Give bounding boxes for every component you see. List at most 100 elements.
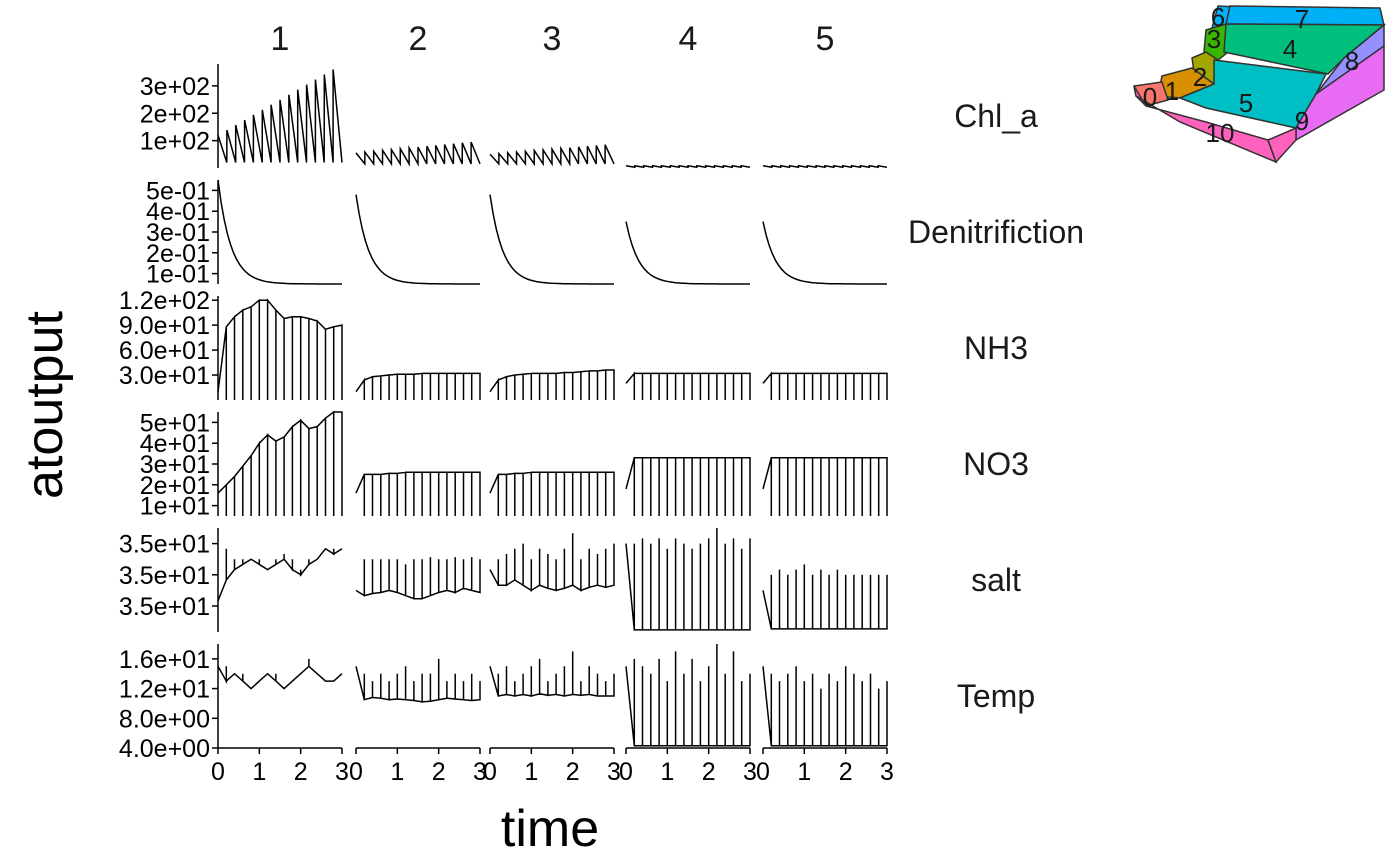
y-axis-title: atoutput — [16, 310, 74, 498]
series-line — [489, 533, 615, 592]
map-label-6: 6 — [1211, 2, 1225, 32]
series-line — [762, 221, 887, 285]
x-tick-label: 3 — [473, 758, 487, 786]
map-box-10-edge — [1267, 126, 1297, 164]
row-label-salt: salt — [971, 562, 1021, 598]
column-label-3: 3 — [543, 20, 562, 58]
y-tick-label: 1.2e+01 — [119, 676, 210, 704]
series-line — [625, 528, 751, 631]
y-tick-label: 6.0e+01 — [119, 337, 210, 365]
series-line — [217, 298, 343, 400]
panel-nh3-4 — [625, 371, 751, 400]
map-label-3: 3 — [1207, 24, 1221, 54]
x-tick-label: 3 — [607, 758, 621, 786]
series-line — [217, 658, 343, 690]
map-label-10: 10 — [1206, 118, 1235, 148]
y-tick-label: 1.2e+02 — [119, 287, 210, 315]
map-label-9: 9 — [1295, 106, 1309, 136]
series-line — [217, 69, 343, 163]
panel-denitrifiction-1 — [217, 179, 342, 285]
x-tick-label: 3 — [335, 758, 349, 786]
y-tick-label: 1e+01 — [140, 493, 210, 521]
map-label-5: 5 — [1239, 88, 1253, 118]
x-tick-label: 2 — [702, 758, 716, 786]
panel-denitrifiction-4 — [625, 221, 750, 285]
series-line — [355, 658, 481, 703]
series-line — [762, 371, 888, 400]
series-line — [625, 457, 751, 516]
panel-nh3-2 — [355, 372, 481, 400]
panel-chl_a-5 — [762, 164, 888, 169]
x-tick-label: 3 — [743, 758, 757, 786]
y-tick-label: 2e+02 — [140, 100, 210, 128]
map-labels: 0 1 23 45 6 7 8 9 10 — [1143, 2, 1359, 148]
column-label-2: 2 — [409, 20, 428, 58]
y-tick-label: 9.0e+01 — [119, 312, 210, 340]
y-tick-label: 3e+01 — [140, 451, 210, 479]
panel-temp-3 — [489, 651, 615, 697]
panel-temp-5 — [762, 666, 888, 747]
y-tick-label: 5e-01 — [146, 177, 210, 205]
column-strip-labels: 1 2 3 4 5 — [271, 20, 835, 58]
panel-temp-1 — [217, 658, 343, 690]
x-axes: 0 1 2 3 0 1 2 30 1 2 30 1 2 3 0 1 2 3 — [211, 747, 894, 786]
panel-no3-4 — [625, 457, 751, 516]
y-axis-temp: 4.0e+008.0e+001.2e+011.6e+01 — [119, 644, 219, 763]
panel-salt-5 — [762, 564, 888, 630]
map-box-5 — [1177, 59, 1328, 129]
y-tick-label: 3.5e+01 — [119, 531, 210, 559]
row-label-nh3: NH3 — [964, 330, 1028, 366]
panel-salt-4 — [625, 528, 751, 631]
panel-nh3-3 — [489, 369, 615, 400]
panel-chl_a-3 — [489, 144, 615, 167]
x-tick-label: 2 — [839, 758, 853, 786]
map-label-1: 1 — [1165, 76, 1179, 106]
panel-denitrifiction-5 — [762, 221, 887, 285]
x-tick-label: 1 — [797, 758, 811, 786]
x-tick-label: 1 — [660, 758, 674, 786]
panel-nh3-1 — [217, 298, 343, 400]
series-line — [217, 547, 343, 602]
y-tick-label: 3.5e+01 — [119, 593, 210, 621]
series-line — [762, 164, 888, 169]
x-tick-label: 0 — [619, 758, 633, 786]
column-label-1: 1 — [271, 20, 290, 58]
y-tick-label: 1e-01 — [146, 261, 210, 289]
row-label-denitrifiction: Denitrifiction — [908, 214, 1084, 250]
y-axis-nh3: 3.0e+016.0e+019.0e+011.2e+02 — [119, 287, 219, 400]
x-tick-label: 0 — [211, 758, 225, 786]
panel-denitrifiction-2 — [355, 194, 480, 285]
y-tick-label: 3.0e+01 — [119, 362, 210, 390]
panel-salt-1 — [217, 547, 343, 602]
series-line — [355, 141, 481, 167]
series-line — [489, 369, 615, 400]
panel-nh3-5 — [762, 371, 888, 400]
map-label-7: 7 — [1295, 4, 1309, 34]
x-tick-label: 0 — [483, 758, 497, 786]
x-axis-title: time — [501, 800, 599, 858]
panel-temp-2 — [355, 658, 481, 703]
x-tick-label: 3 — [880, 758, 894, 786]
panel-chl_a-1 — [217, 69, 343, 163]
series-line — [762, 666, 888, 747]
series-line — [355, 557, 481, 600]
y-tick-label: 8.0e+00 — [119, 705, 210, 733]
series-line — [355, 471, 481, 516]
map-label-8: 8 — [1345, 46, 1359, 76]
facet-grid — [217, 69, 888, 747]
x-tick-label: 2 — [294, 758, 308, 786]
map-label-2: 2 — [1193, 62, 1207, 92]
inset-map: 0 1 23 45 6 7 8 9 10 — [1133, 2, 1387, 164]
series-line — [762, 564, 888, 630]
series-line — [625, 644, 751, 747]
series-line — [625, 221, 750, 285]
